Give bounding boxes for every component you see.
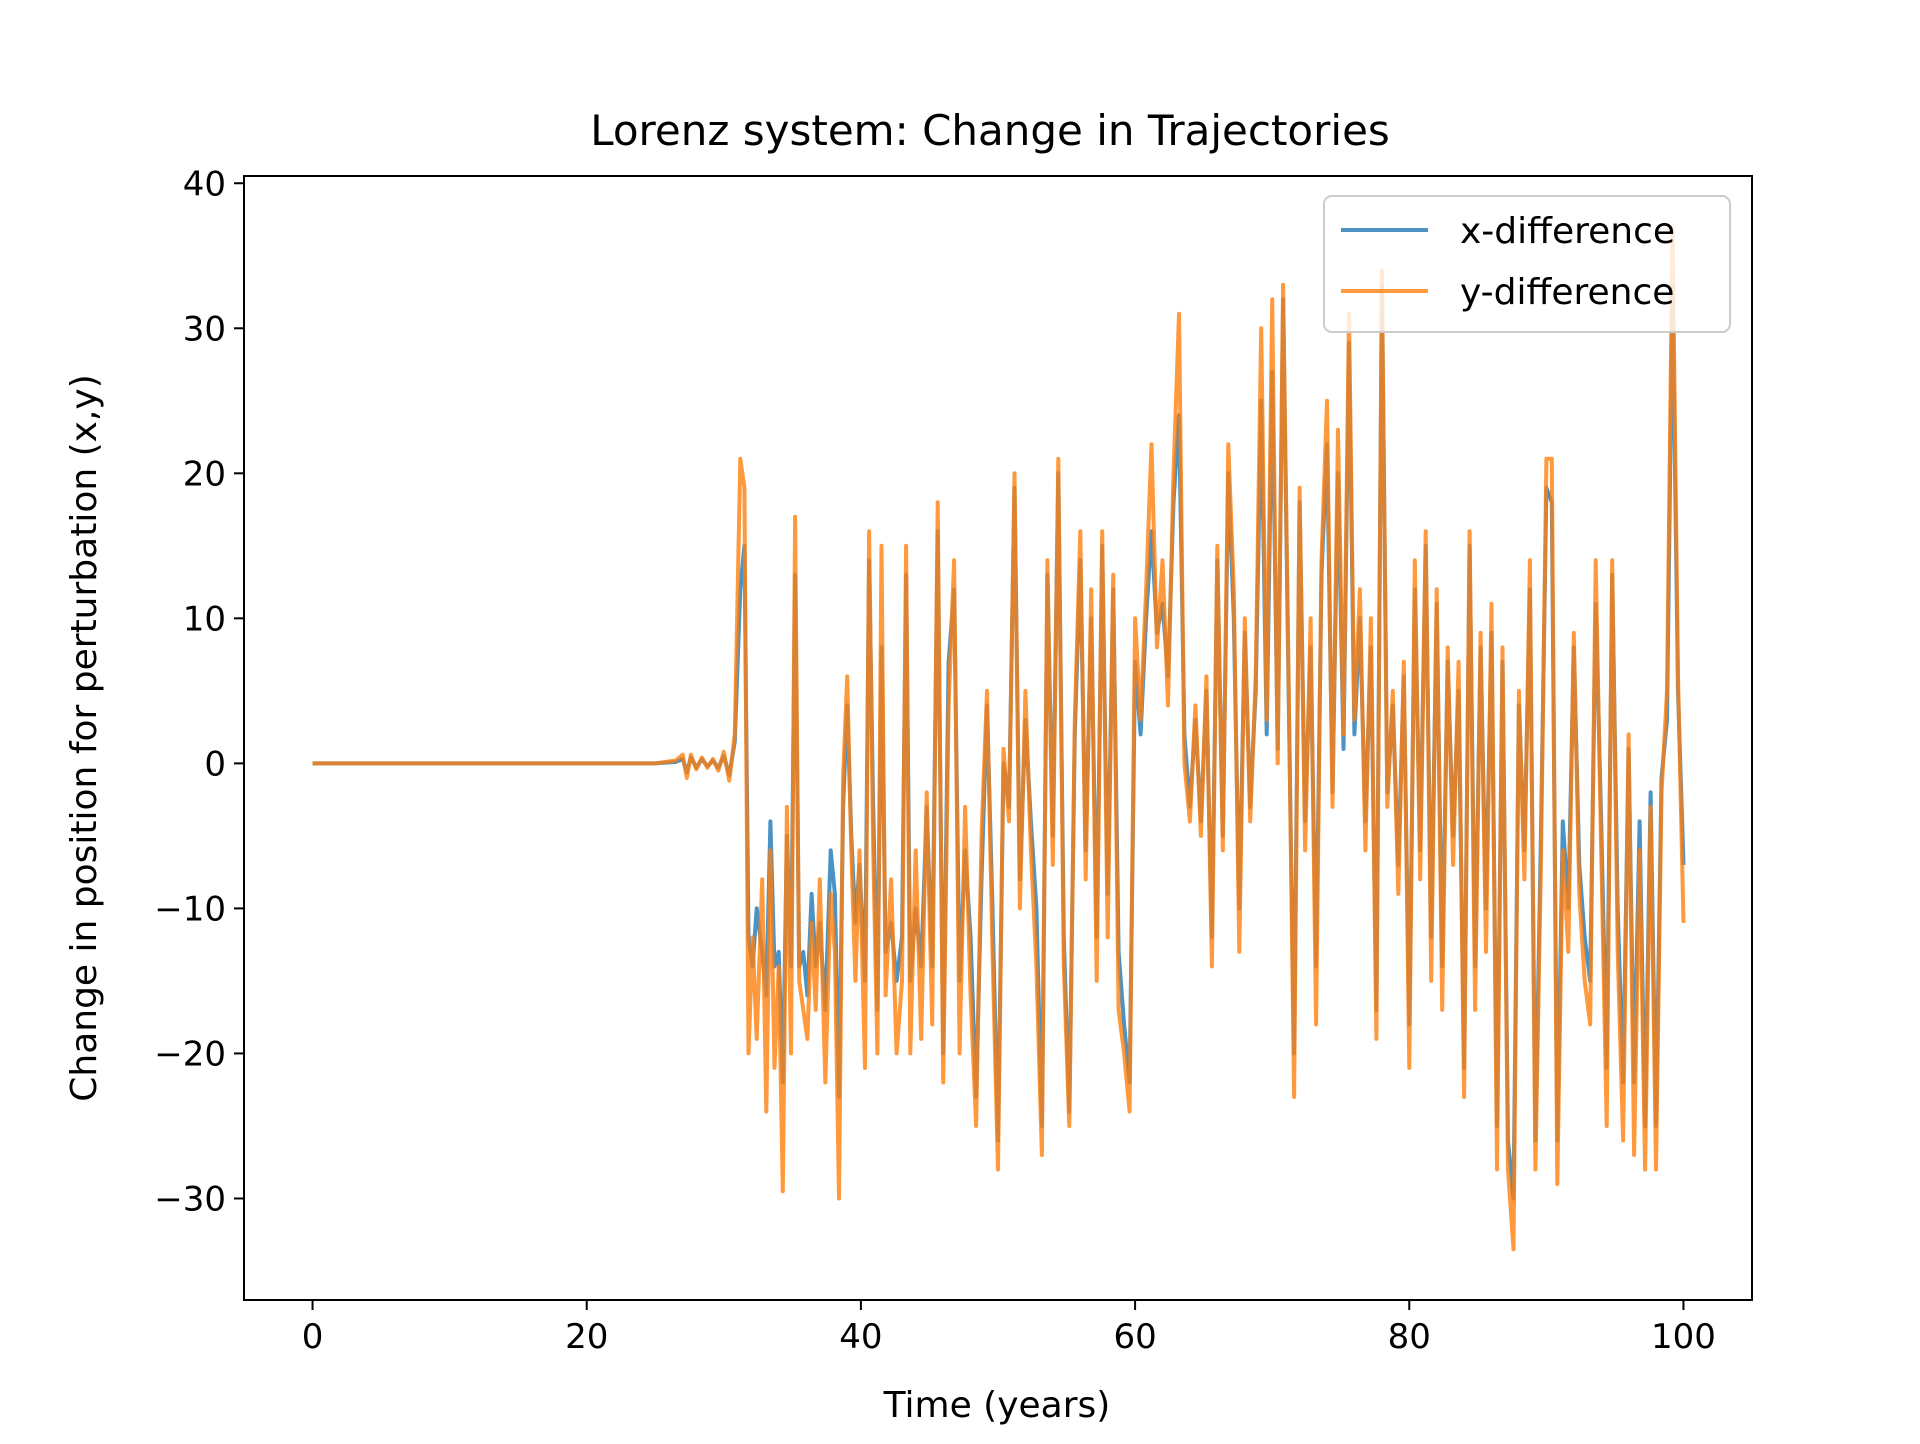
x-axis: 0 20 40 60 80 100	[302, 1300, 1716, 1357]
x-axis-label: Time (years)	[883, 1385, 1111, 1426]
x-tick-label: 40	[839, 1317, 882, 1357]
series-line-y-difference	[312, 224, 1686, 1252]
y-tick-label: 0	[204, 744, 226, 784]
y-tick-label: 30	[183, 309, 226, 349]
plot-area	[312, 224, 1686, 1252]
y-tick-label: 10	[183, 599, 226, 639]
y-axis: −30 −20 −10 0 10 20 30 40	[154, 164, 244, 1219]
y-tick-label: −10	[154, 889, 226, 929]
x-tick-label: 20	[565, 1317, 608, 1357]
y-axis-label: Change in position for perturbation (x,y…	[64, 374, 105, 1102]
legend: x-difference y-difference	[1323, 195, 1731, 333]
y-tick-label: −30	[154, 1179, 226, 1219]
legend-label-x-difference: x-difference	[1460, 211, 1675, 252]
x-tick-label: 0	[302, 1317, 324, 1357]
y-tick-label: 20	[183, 454, 226, 494]
chart-title: Lorenz system: Change in Trajectories	[590, 106, 1390, 155]
x-tick-label: 100	[1651, 1317, 1716, 1357]
x-tick-label: 60	[1113, 1317, 1156, 1357]
y-tick-label: −20	[154, 1034, 226, 1074]
legend-label-y-difference: y-difference	[1460, 272, 1674, 313]
y-tick-label: 40	[183, 164, 226, 204]
x-tick-label: 80	[1388, 1317, 1431, 1357]
axes-frame	[243, 175, 1753, 1301]
